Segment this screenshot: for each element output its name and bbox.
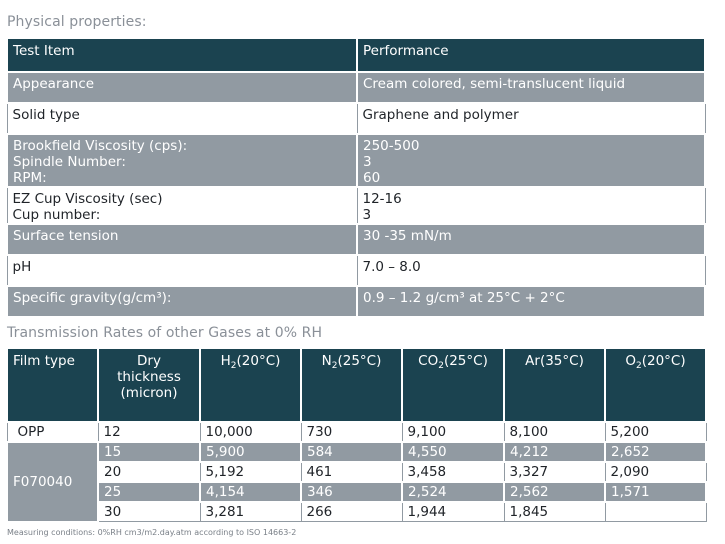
table-cell: 461: [300, 461, 403, 483]
table-row: EZ Cup Viscosity (sec) Cup number: 12-16…: [6, 186, 706, 225]
performance-cell: 0.9 – 1.2 g/cm³ at 25°C + 2°C: [356, 285, 706, 318]
table-header-row: Test Item Performance: [6, 37, 706, 73]
table-cell: 346: [300, 481, 403, 503]
film-type-cell: F070040: [6, 441, 99, 523]
table-header-row: Film type Dry thickness (micron) H2(20°C…: [6, 347, 707, 423]
table-cell: 266: [300, 501, 403, 522]
header-h2: H2(20°C): [199, 347, 302, 423]
table-cell: 3,327: [503, 461, 606, 483]
table-cell: 584: [300, 441, 403, 463]
test-item-cell: Surface tension: [6, 223, 358, 256]
table-cell: 9,100: [401, 421, 505, 443]
table-cell: 15: [97, 441, 201, 463]
performance-cell: Cream colored, semi-translucent liquid: [356, 71, 706, 104]
physical-properties-table: Test Item Performance Appearance Cream c…: [6, 37, 706, 318]
table-cell: [604, 501, 707, 522]
table-row: Surface tension 30 -35 mN/m: [6, 223, 706, 256]
table-row: F070040 15 5,900 584 4,550 4,212 2,652: [6, 441, 707, 523]
test-item-cell: Brookfield Viscosity (cps): Spindle Numb…: [6, 133, 358, 188]
physical-properties-title: Physical properties:: [7, 14, 147, 30]
table-cell: 4,154: [199, 481, 302, 503]
table-cell: 2,524: [401, 481, 505, 503]
header-n2: N2(25°C): [300, 347, 403, 423]
table-cell: 1,571: [604, 481, 707, 503]
table-cell: 3,281: [199, 501, 302, 522]
performance-cell: 12-16 3: [356, 186, 706, 225]
table-cell: 2,652: [604, 441, 707, 463]
test-item-cell: Solid type: [6, 102, 358, 135]
header-dry-thickness: Dry thickness (micron): [97, 347, 201, 423]
header-o2: O2(20°C): [604, 347, 707, 423]
table-cell: 20: [97, 461, 201, 483]
table-row: Appearance Cream colored, semi-transluce…: [6, 71, 706, 104]
test-item-cell: Appearance: [6, 71, 358, 104]
table-cell: 4,212: [503, 441, 606, 463]
table-row: 20 5,192 461 3,458 3,327 2,090: [7, 461, 707, 483]
performance-cell: 7.0 – 8.0: [356, 254, 706, 287]
gas-transmission-title: Transmission Rates of other Gases at 0% …: [7, 325, 323, 341]
table-cell: 1,845: [503, 501, 606, 522]
film-type-cell: OPP: [6, 421, 99, 443]
table-cell: 5,200: [604, 421, 707, 443]
table-cell: 730: [300, 421, 403, 443]
table-cell: 12: [97, 421, 201, 443]
test-item-cell: pH: [6, 254, 358, 287]
table-row: Solid type Graphene and polymer: [6, 102, 706, 135]
gas-transmission-table: Film type Dry thickness (micron) H2(20°C…: [6, 347, 707, 523]
table-row: Brookfield Viscosity (cps): Spindle Numb…: [6, 133, 706, 188]
table-cell: 2,562: [503, 481, 606, 503]
table-cell: 4,550: [401, 441, 505, 463]
header-performance: Performance: [356, 37, 706, 73]
table-row: pH 7.0 – 8.0: [6, 254, 706, 287]
table-row: 25 4,154 346 2,524 2,562 1,571: [7, 481, 707, 503]
table-row: OPP 12 10,000 730 9,100 8,100 5,200: [6, 421, 707, 443]
table-cell: 10,000: [199, 421, 302, 443]
test-item-cell: Specific gravity(g/cm³):: [6, 285, 358, 318]
table-cell: 8,100: [503, 421, 606, 443]
performance-cell: 250-500 3 60: [356, 133, 706, 188]
header-co2: CO2(25°C): [401, 347, 505, 423]
performance-cell: 30 -35 mN/m: [356, 223, 706, 256]
performance-cell: Graphene and polymer: [356, 102, 706, 135]
table-cell: 25: [97, 481, 201, 503]
table-cell: 1,944: [401, 501, 505, 522]
header-film-type: Film type: [6, 347, 99, 423]
table-cell: 30: [97, 501, 201, 522]
header-test-item: Test Item: [6, 37, 358, 73]
test-item-cell: EZ Cup Viscosity (sec) Cup number:: [6, 186, 358, 225]
table-row: Specific gravity(g/cm³): 0.9 – 1.2 g/cm³…: [6, 285, 706, 318]
table-cell: 5,192: [199, 461, 302, 483]
table-cell: 3,458: [401, 461, 505, 483]
table-row: 30 3,281 266 1,944 1,845: [7, 501, 707, 522]
table-cell: 5,900: [199, 441, 302, 463]
table-cell: 2,090: [604, 461, 707, 483]
measuring-conditions-footnote: Measuring conditions: 0%RH cm3/m2.day.at…: [7, 528, 297, 537]
header-ar: Ar(35°C): [503, 347, 606, 423]
